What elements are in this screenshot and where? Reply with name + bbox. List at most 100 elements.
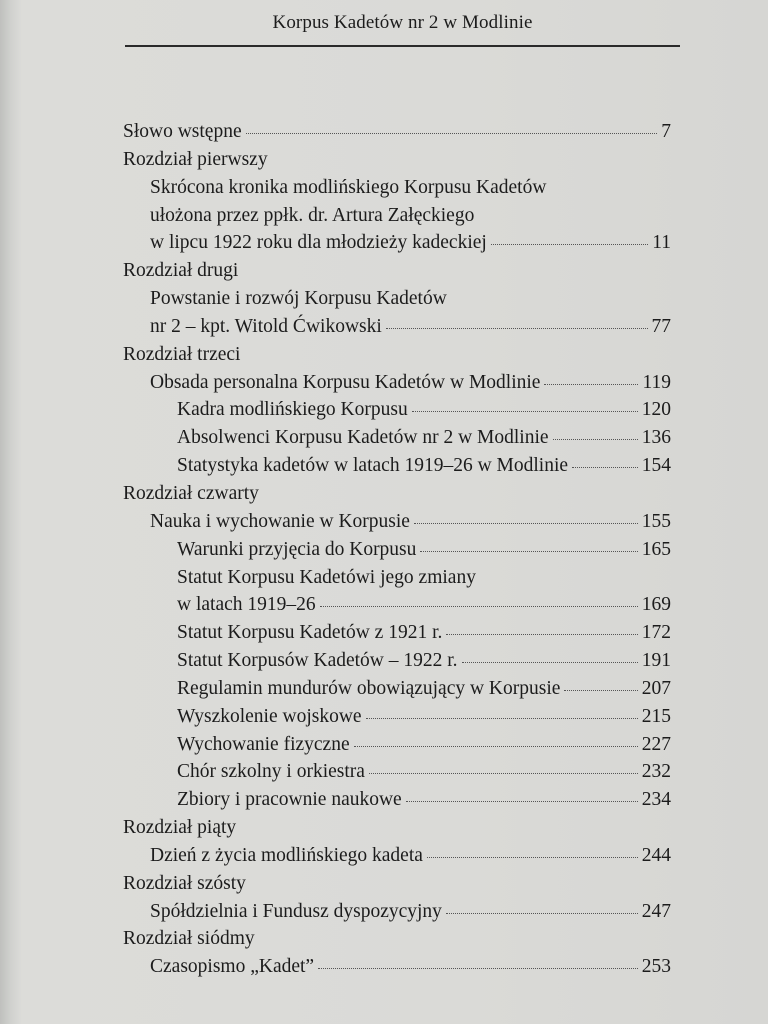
toc-entry-title: ułożona przez ppłk. dr. Artura Załęckieg… <box>150 204 475 226</box>
dot-leader <box>413 522 638 524</box>
toc-page-number: 155 <box>641 510 671 532</box>
toc-chapter: Rozdział szósty <box>123 873 671 901</box>
toc-entry-title: Rozdział drugi <box>123 260 239 282</box>
toc-page-number: 120 <box>641 399 671 421</box>
dot-leader <box>445 912 638 914</box>
toc-entry: w lipcu 1922 roku dla młodzieży kadeckie… <box>123 232 671 260</box>
toc-entry: Regulamin mundurów obowiązujący w Korpus… <box>123 678 671 706</box>
toc-entry-title: Spółdzielnia i Fundusz dyspozycyjny <box>150 900 442 922</box>
toc-entry-title: Skrócona kronika modlińskiego Korpusu Ka… <box>150 176 547 198</box>
toc-entry-title: Warunki przyjęcia do Korpusu <box>177 538 417 560</box>
toc-page-number: 244 <box>641 844 671 866</box>
toc-entry-title: Wyszkolenie wojskowe <box>177 705 362 727</box>
toc-entry-title: Wychowanie fizyczne <box>177 733 350 755</box>
toc-page-number: 172 <box>641 622 671 644</box>
toc-chapter: Rozdział siódmy <box>123 928 671 956</box>
toc-page-number: 154 <box>641 455 671 477</box>
toc-page-number: 11 <box>652 232 671 254</box>
toc-entry: Zbiory i pracownie naukowe 234 <box>123 789 671 817</box>
dot-leader <box>490 244 649 246</box>
toc-entry-title: Rozdział siódmy <box>123 928 255 950</box>
toc-entry-title: nr 2 – kpt. Witold Ćwikowski <box>150 315 382 337</box>
toc-page-number: 227 <box>641 733 671 755</box>
dot-leader <box>368 773 638 775</box>
toc-entry-title: Słowo wstępne <box>123 121 242 142</box>
dot-leader <box>318 968 638 970</box>
toc-entry-title: Nauka i wychowanie w Korpusie <box>150 510 410 532</box>
toc-entry: Dzień z życia modlińskiego kadeta 244 <box>123 845 671 873</box>
running-head-title: Korpus Kadetów nr 2 w Modlinie <box>272 12 533 33</box>
toc-entry: Statut Korpusu Kadetówi jego zmiany <box>123 567 671 595</box>
toc-entry-title: Zbiory i pracownie naukowe <box>177 789 402 811</box>
toc-entry: ułożona przez ppłk. dr. Artura Załęckieg… <box>123 205 671 233</box>
dot-leader <box>461 662 638 664</box>
toc-page-number: 215 <box>641 705 671 727</box>
toc-entry-title: Statystyka kadetów w latach 1919–26 w Mo… <box>177 455 569 477</box>
toc-entry-title: Rozdział czwarty <box>123 482 259 504</box>
dot-leader <box>319 606 638 608</box>
toc-entry: Nauka i wychowanie w Korpusie 155 <box>123 511 671 539</box>
toc-page-number: 7 <box>661 121 671 142</box>
toc-entry-title: Rozdział pierwszy <box>123 148 268 170</box>
toc-page-number: 191 <box>641 650 671 672</box>
toc-entry: Wyszkolenie wojskowe 215 <box>123 706 671 734</box>
toc-entry-title: Powstanie i rozwój Korpusu Kadetów <box>150 288 447 310</box>
toc-page-number: 247 <box>641 900 671 922</box>
toc-entry: Kadra modlińskiego Korpusu 120 <box>123 399 671 427</box>
header-rule <box>125 45 680 47</box>
toc-entry-title: Rozdział trzeci <box>123 343 241 365</box>
toc-chapter: Rozdział czwarty <box>123 483 671 511</box>
toc-entry-title: Rozdział piąty <box>123 817 237 839</box>
toc-entry-title: Obsada personalna Korpusu Kadetów w Modl… <box>150 371 541 393</box>
dot-leader <box>405 801 638 803</box>
toc-entry-title: Kadra modlińskiego Korpusu <box>177 399 408 421</box>
toc-page-number: 234 <box>641 789 671 811</box>
toc-entry-title: Czasopismo „Kadet” <box>150 956 315 978</box>
toc-entry: Chór szkolny i orkiestra 232 <box>123 761 671 789</box>
dot-leader <box>544 383 639 385</box>
toc-entry: Statut Korpusu Kadetów z 1921 r. 172 <box>123 622 671 650</box>
toc-entry: Statystyka kadetów w latach 1919–26 w Mo… <box>123 455 671 483</box>
toc-entry: Powstanie i rozwój Korpusu Kadetów <box>123 288 671 316</box>
toc-entry-title: Statut Korpusu Kadetów z 1921 r. <box>177 622 443 644</box>
toc-entry-title: Statut Korpusu Kadetówi jego zmiany <box>177 566 476 588</box>
toc-chapter: Rozdział trzeci <box>123 344 671 372</box>
toc-entry: w latach 1919–26 169 <box>123 594 671 622</box>
toc-page-number: 253 <box>641 956 671 978</box>
toc-entry-title: Rozdział szósty <box>123 872 246 894</box>
dot-leader <box>245 133 658 134</box>
toc-chapter: Rozdział pierwszy <box>123 149 671 177</box>
toc-entry-title: w lipcu 1922 roku dla młodzieży kadeckie… <box>150 232 487 254</box>
dot-leader <box>365 717 638 719</box>
dot-leader <box>572 467 638 469</box>
toc-entry-title: Statut Korpusów Kadetów – 1922 r. <box>177 650 458 672</box>
toc-page-number: 232 <box>641 761 671 783</box>
toc-entry-title: w latach 1919–26 <box>177 594 316 616</box>
toc-page-number: 207 <box>641 677 671 699</box>
dot-leader <box>552 439 638 441</box>
dot-leader <box>353 745 638 747</box>
toc-entry-title: Chór szkolny i orkiestra <box>177 761 365 783</box>
toc-entry: Warunki przyjęcia do Korpusu 165 <box>123 539 671 567</box>
toc-page-number: 169 <box>641 594 671 616</box>
toc-chapter: Słowo wstępne 7 <box>123 121 671 149</box>
toc-entry: Statut Korpusów Kadetów – 1922 r. 191 <box>123 650 671 678</box>
dot-leader <box>564 689 638 691</box>
toc-entry-title: Absolwenci Korpusu Kadetów nr 2 w Modlin… <box>177 427 549 449</box>
toc-chapter: Rozdział piąty <box>123 817 671 845</box>
toc-entry-title: Dzień z życia modlińskiego kadeta <box>150 844 423 866</box>
dot-leader <box>385 327 648 329</box>
toc-entry: Wychowanie fizyczne 227 <box>123 734 671 762</box>
dot-leader <box>420 550 638 552</box>
toc-entry-title: Regulamin mundurów obowiązujący w Korpus… <box>177 677 561 699</box>
dot-leader <box>446 634 638 636</box>
toc-entry: Spółdzielnia i Fundusz dyspozycyjny 247 <box>123 901 671 929</box>
toc-entry: Skrócona kronika modlińskiego Korpusu Ka… <box>123 177 671 205</box>
toc-entry: Absolwenci Korpusu Kadetów nr 2 w Modlin… <box>123 427 671 455</box>
dot-leader <box>411 411 638 413</box>
toc-entry: Czasopismo „Kadet” 253 <box>123 956 671 984</box>
toc-page-number: 165 <box>641 538 671 560</box>
toc-entry: nr 2 – kpt. Witold Ćwikowski 77 <box>123 316 671 344</box>
toc-page-number: 77 <box>651 315 672 337</box>
table-of-contents: Słowo wstępne 7 Rozdział pierwszy Skrócona … <box>123 121 671 984</box>
